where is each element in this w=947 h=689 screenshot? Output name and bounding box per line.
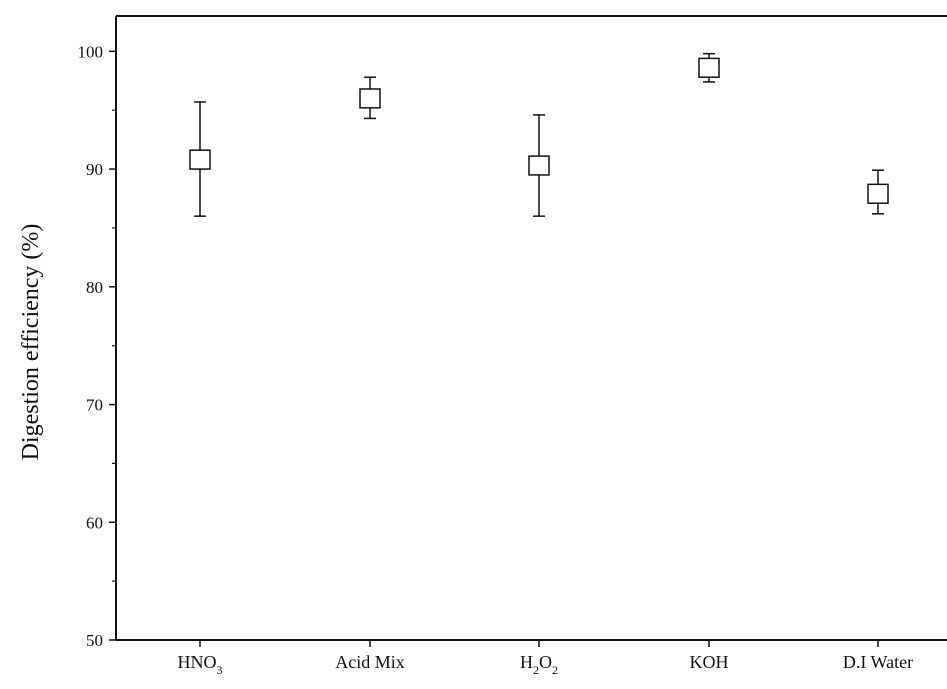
data-point	[699, 54, 719, 82]
x-tick-label: H2O2	[520, 652, 558, 677]
point-marker	[868, 184, 888, 203]
data-marks	[190, 54, 888, 216]
data-point	[190, 102, 210, 216]
y-tick-label: 60	[86, 513, 103, 532]
x-tick-label: Acid Mix	[335, 652, 405, 672]
point-marker	[529, 156, 549, 175]
x-tick-label: HNO3	[178, 652, 223, 677]
y-tick-label: 50	[86, 631, 103, 650]
y-axis-title: Digestion efficiency (%)	[18, 224, 44, 461]
y-tick-label: 90	[86, 160, 103, 179]
y-tick-label: 70	[86, 396, 103, 415]
point-marker	[699, 58, 719, 77]
point-marker	[360, 89, 380, 108]
y-tick-label: 100	[78, 42, 104, 61]
point-marker	[190, 150, 210, 169]
x-tick-label: D.I Water	[843, 652, 913, 672]
data-point	[529, 115, 549, 216]
x-tick-label: KOH	[690, 652, 729, 672]
axes	[109, 16, 947, 647]
data-point	[360, 77, 380, 118]
axis-labels: 50 60 70 80 90 100 HNO3 Acid Mix H2O2 KOH D.I Wate…	[18, 42, 913, 677]
data-point	[868, 170, 888, 214]
y-tick-label: 80	[86, 278, 103, 297]
